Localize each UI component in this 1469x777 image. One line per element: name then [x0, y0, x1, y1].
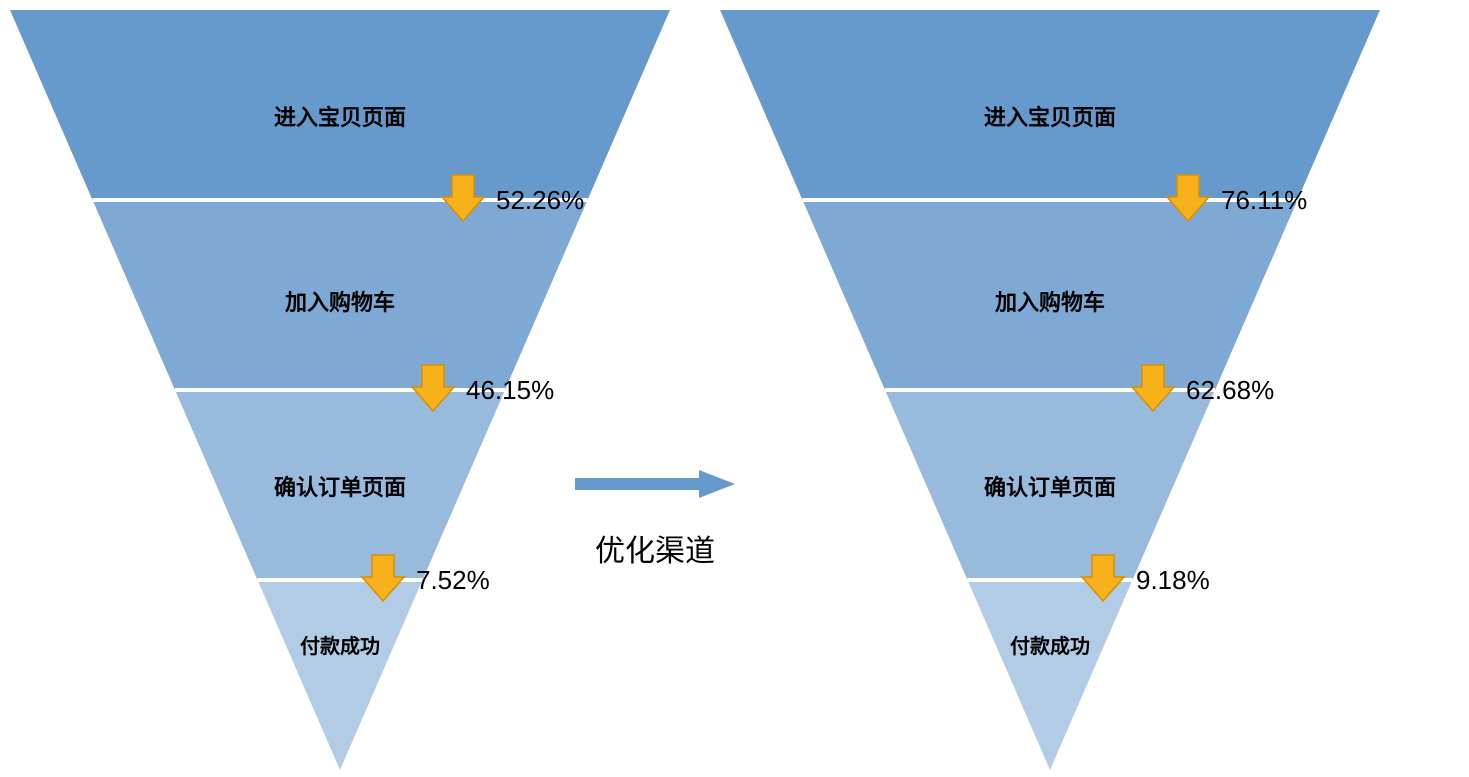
conversion-rate-3: 9.18%: [1136, 565, 1210, 596]
stage-label-2: 加入购物车: [720, 285, 1380, 317]
down-arrow-icon: [1165, 173, 1211, 223]
down-arrow-icon: [1080, 553, 1126, 603]
stage-label-4: 付款成功: [10, 630, 670, 659]
stage-label-1: 进入宝贝页面: [10, 100, 670, 132]
conversion-rate-2: 46.15%: [466, 375, 554, 406]
conversion-rate-1: 76.11%: [1221, 185, 1307, 216]
conversion-rate-2: 62.68%: [1186, 375, 1274, 406]
stage-label-2: 加入购物车: [10, 285, 670, 317]
arrow-shape: [412, 365, 454, 411]
right-funnel: 进入宝贝页面 加入购物车 确认订单页面 付款成功 76.11% 62.68% 9…: [720, 10, 1380, 770]
funnel-slice-4: [258, 580, 423, 770]
down-arrow-icon: [360, 553, 406, 603]
arrow-shape: [362, 555, 404, 601]
arrow-shape: [1132, 365, 1174, 411]
center-label: 优化渠道: [550, 526, 760, 570]
arrow-shape: [1082, 555, 1124, 601]
arrow-shape: [575, 470, 735, 498]
arrow-shape: [1167, 175, 1209, 221]
center-transition: 优化渠道: [550, 470, 760, 570]
conversion-rate-3: 7.52%: [416, 565, 490, 596]
stage-label-1: 进入宝贝页面: [720, 100, 1380, 132]
stage-label-4: 付款成功: [720, 630, 1380, 659]
down-arrow-icon: [410, 363, 456, 413]
stage-label-3: 确认订单页面: [720, 470, 1380, 502]
arrow-shape: [442, 175, 484, 221]
left-funnel: 进入宝贝页面 加入购物车 确认订单页面 付款成功 52.26% 46.15% 7…: [10, 10, 670, 770]
right-arrow-icon: [575, 470, 735, 498]
conversion-rate-1: 52.26%: [496, 185, 584, 216]
funnel-comparison-chart: 进入宝贝页面 加入购物车 确认订单页面 付款成功 52.26% 46.15% 7…: [0, 0, 1469, 777]
funnel-slice-4: [968, 580, 1133, 770]
down-arrow-icon: [440, 173, 486, 223]
down-arrow-icon: [1130, 363, 1176, 413]
